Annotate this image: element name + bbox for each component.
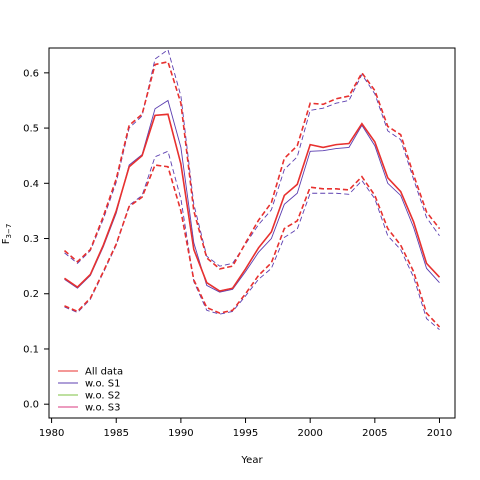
y-tick-label: 0.1 bbox=[23, 344, 39, 355]
y-tick-label: 0.3 bbox=[23, 234, 39, 245]
x-tick-label: 1980 bbox=[39, 428, 64, 439]
legend-item-w-o-s1: w.o. S1 bbox=[58, 379, 120, 390]
y-tick-label: 0.5 bbox=[23, 124, 39, 135]
x-tick-label: 2010 bbox=[427, 428, 452, 439]
legend-label: w.o. S1 bbox=[85, 379, 120, 390]
y-tick-label: 0.0 bbox=[23, 400, 39, 411]
plot-frame bbox=[48, 47, 456, 419]
y-axis-title: F3−7 bbox=[1, 224, 13, 245]
x-tick-label: 1995 bbox=[233, 428, 258, 439]
x-tick-label: 2000 bbox=[297, 428, 322, 439]
legend-label: All data bbox=[85, 367, 123, 378]
series-all-data-upper-bound bbox=[64, 60, 441, 270]
x-axis-title: Year bbox=[240, 455, 263, 466]
x-tick-label: 1985 bbox=[104, 428, 129, 439]
legend-item-w-o-s3: w.o. S3 bbox=[58, 403, 120, 414]
x-tick-label: 1990 bbox=[168, 428, 193, 439]
y-axis-title-subscript: 3−7 bbox=[5, 224, 13, 239]
legend-item-all-data: All data bbox=[58, 367, 123, 378]
series-all-data bbox=[64, 60, 441, 328]
x-axis: 1980 1985 1990 1995 2000 2005 2010 bbox=[39, 418, 452, 439]
series-w-o-s1-lower-bound bbox=[64, 150, 440, 330]
y-tick-label: 0.2 bbox=[23, 289, 39, 300]
y-tick-label: 0.4 bbox=[23, 179, 39, 190]
legend-label: w.o. S2 bbox=[85, 391, 120, 402]
legend-item-w-o-s2: w.o. S2 bbox=[58, 391, 120, 402]
legend-label: w.o. S3 bbox=[85, 403, 120, 414]
y-axis-title-main: F bbox=[1, 238, 12, 244]
y-axis: 0.0 0.1 0.2 0.3 0.4 0.5 0.6 bbox=[23, 68, 49, 411]
plot-area bbox=[64, 48, 441, 330]
y-tick-label: 0.6 bbox=[23, 68, 39, 79]
x-tick-label: 2005 bbox=[362, 428, 387, 439]
series-all-data-lower-bound bbox=[64, 164, 441, 328]
series-all-data-estimate-line bbox=[64, 113, 441, 292]
